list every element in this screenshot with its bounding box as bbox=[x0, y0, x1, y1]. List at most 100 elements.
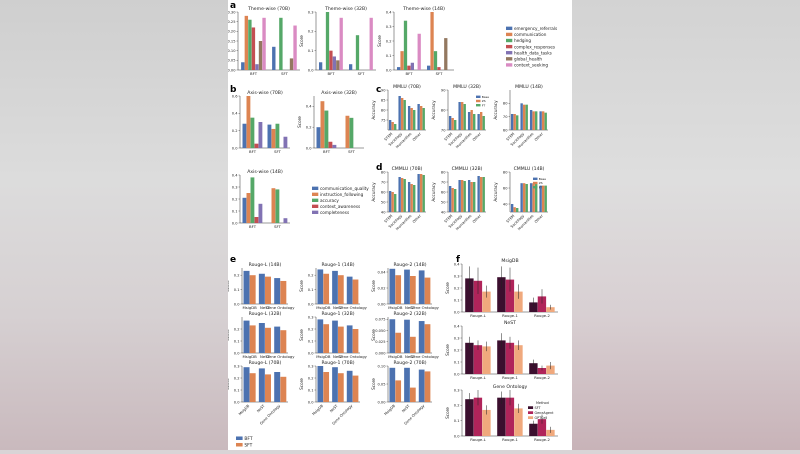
chart-e4: Rouge-L (32B) 0.0 0.1 0.2 Score MsigDB NeSTGen… bbox=[225, 311, 295, 359]
bar-m_sft bbox=[497, 397, 506, 436]
legend-swatch-health_data_tasks bbox=[506, 51, 513, 55]
bar-bft bbox=[418, 321, 425, 353]
legend-label: health_data_tasks bbox=[514, 50, 552, 55]
y-tick-label: 0.1 bbox=[308, 288, 314, 292]
x-tick-label: Other bbox=[472, 214, 482, 224]
y-tick-label: 0.3 bbox=[454, 388, 460, 392]
y-tick-label: 0.4 bbox=[454, 324, 460, 328]
bar-bft bbox=[258, 368, 265, 402]
bar-sft bbox=[424, 277, 431, 304]
y-tick-label: 0.2 bbox=[454, 286, 460, 290]
y-tick-label: 0.1 bbox=[232, 209, 238, 213]
bar-ft bbox=[454, 189, 457, 212]
chart-d1: CMMLU (70B)4050607080AccuracySTEMSociolo… bbox=[371, 166, 426, 231]
bar-instruction_following bbox=[271, 188, 276, 223]
x-tick-label: Rouge-1 bbox=[502, 437, 518, 442]
bar-hedging bbox=[433, 51, 438, 70]
bar-health_data_tasks bbox=[410, 62, 414, 70]
bar-sft bbox=[338, 373, 344, 402]
y-tick-label: 0.025 bbox=[375, 340, 385, 344]
bar-base bbox=[448, 116, 452, 130]
chart-title: MsigDB bbox=[501, 258, 518, 264]
bar-m_geneagent bbox=[537, 296, 547, 312]
y-tick-label: 0.1 bbox=[386, 54, 392, 58]
x-tick-label: STEM bbox=[444, 214, 454, 224]
bar-emergency_referrals bbox=[427, 65, 431, 70]
bar-sft bbox=[395, 275, 402, 304]
bar-sft bbox=[323, 372, 330, 402]
y-tick-label: 0.2 bbox=[306, 126, 312, 130]
y-tick-label: 60 bbox=[381, 190, 386, 194]
legend-title: Method bbox=[536, 401, 549, 405]
bar-m_gptcell bbox=[514, 291, 523, 312]
bar-ft bbox=[422, 175, 425, 212]
x-tick-label: SFT bbox=[274, 224, 282, 229]
bar-instruction_following bbox=[246, 193, 251, 223]
y-tick-label: 0.4 bbox=[232, 112, 238, 116]
x-tick-label: Gene Ontology bbox=[410, 305, 439, 310]
y-axis-label: Score bbox=[228, 378, 230, 390]
bar-bft bbox=[243, 270, 250, 304]
y-tick-label: 80 bbox=[381, 108, 386, 112]
chart-e8: Rouge-1 (70B) 0.0 0.1 0.2 0.3 Score MsigDB NeST… bbox=[299, 360, 360, 426]
legends-layer: emergency_referralscommunicationhedgingc… bbox=[236, 26, 557, 449]
y-tick-label: 0.2 bbox=[232, 129, 238, 133]
y-tick-label: 0.4 bbox=[232, 173, 238, 177]
chart-title: Rouge-L (32B) bbox=[249, 311, 282, 317]
bar-ft bbox=[463, 104, 466, 130]
x-tick-label: NeST bbox=[329, 403, 339, 413]
y-axis-label: Accuracy bbox=[493, 100, 498, 120]
legend-label: communication bbox=[514, 32, 547, 37]
bar-bft bbox=[258, 273, 265, 304]
bar-sft bbox=[338, 326, 344, 353]
x-tick-label: BFT bbox=[327, 71, 335, 76]
legend-label: context_awareness bbox=[320, 204, 360, 209]
bar-m_gptcell bbox=[482, 409, 491, 436]
bar-instruction_following bbox=[345, 115, 350, 148]
bar-ft bbox=[525, 184, 528, 212]
bar-sft bbox=[323, 273, 330, 304]
bar-communication bbox=[400, 51, 404, 70]
bar-bft bbox=[389, 367, 396, 402]
chart-e7: Rouge-L (70B) 0.0 0.1 0.2 0.3 Score MsigDB NeST… bbox=[225, 360, 288, 426]
chart-title: CMMLU (32B) bbox=[452, 166, 483, 172]
bar-sft bbox=[352, 329, 359, 353]
bar-m_sft bbox=[465, 399, 474, 436]
y-tick-label: 0.1 bbox=[454, 360, 460, 364]
y-axis-label: Score bbox=[445, 282, 450, 294]
bar-sft bbox=[249, 373, 256, 402]
bar-zs bbox=[532, 183, 535, 212]
y-tick-label: 0.3 bbox=[308, 364, 314, 368]
bar-zs bbox=[522, 104, 526, 130]
y-axis-label: Score bbox=[371, 378, 376, 390]
blurred-background-right bbox=[572, 0, 800, 450]
y-tick-label: 0.0 bbox=[454, 372, 460, 376]
chart-f1: MsigDB 0.0 0.1 0.2 0.3 0.4 Score Rouge-L Rouge-1… bbox=[445, 258, 558, 318]
x-tick-label: MsigDB bbox=[238, 404, 251, 417]
y-axis-label: Accuracy bbox=[371, 182, 376, 202]
bar-zs bbox=[522, 183, 526, 212]
x-tick-label: BFT bbox=[249, 224, 257, 229]
bar-sft bbox=[424, 324, 431, 353]
y-axis-label: Accuracy bbox=[431, 100, 436, 120]
y-tick-label: 0.25 bbox=[228, 20, 236, 24]
x-tick-label: SFT bbox=[436, 71, 444, 76]
x-tick-label: Rouge-1 bbox=[502, 313, 518, 318]
chart-title: Theme-wise (32B) bbox=[324, 6, 367, 12]
y-tick-label: 0.2 bbox=[454, 348, 460, 352]
bar-context_seeking bbox=[293, 25, 297, 70]
bar-sft bbox=[249, 325, 256, 353]
bar-base bbox=[520, 103, 523, 130]
legend-label: Base bbox=[482, 95, 489, 99]
blurred-background-left bbox=[0, 0, 228, 450]
bar-communication bbox=[430, 12, 434, 70]
bar-zs bbox=[470, 182, 473, 212]
y-axis-label: Score bbox=[371, 329, 376, 341]
legend-label: completeness bbox=[320, 210, 349, 215]
bar-sft bbox=[410, 276, 416, 304]
bar-hedging bbox=[248, 19, 252, 70]
bar-bft bbox=[274, 326, 281, 353]
bar-ft bbox=[473, 114, 476, 130]
x-tick-label: NeST bbox=[405, 354, 416, 359]
